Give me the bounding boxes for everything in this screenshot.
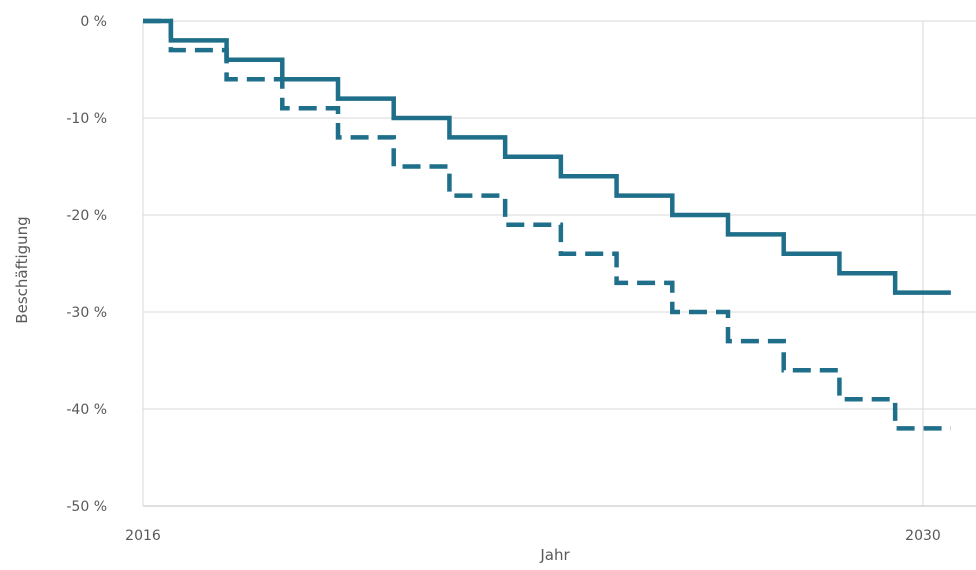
series-line-solid <box>143 21 951 293</box>
axes <box>143 21 976 506</box>
x-tick-label: 2016 <box>125 528 161 544</box>
y-axis-title: Beschäftigung <box>13 216 31 323</box>
y-tick-label: 0 % <box>80 14 107 30</box>
y-tick-label: -20 % <box>66 208 107 224</box>
series-line-dashed <box>143 21 951 428</box>
y-tick-label: -50 % <box>66 499 107 515</box>
y-tick-label: -10 % <box>66 111 107 127</box>
tick-labels: 0 % -10 % -20 % -30 % -40 % -50 % 2016 2030 <box>66 14 940 544</box>
grid <box>143 21 976 506</box>
x-axis-title: Jahr <box>539 546 570 564</box>
y-tick-label: -30 % <box>66 305 107 321</box>
series-group <box>143 21 951 428</box>
y-tick-label: -40 % <box>66 402 107 418</box>
x-tick-label: 2030 <box>905 528 941 544</box>
